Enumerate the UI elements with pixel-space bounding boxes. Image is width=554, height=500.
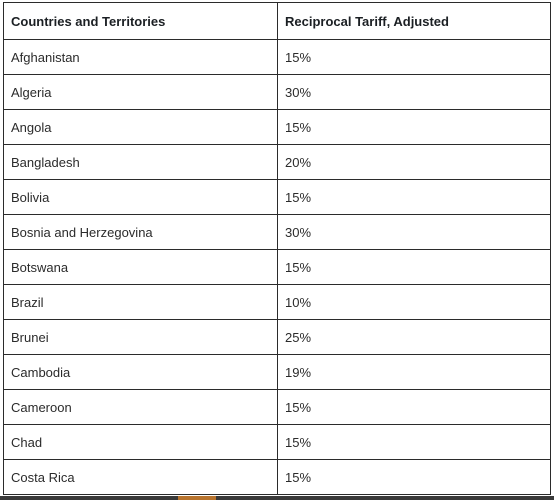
country-cell: Cambodia bbox=[3, 354, 278, 390]
table-row: Chad 15% bbox=[3, 424, 551, 460]
tariff-table-container: Countries and Territories Reciprocal Tar… bbox=[3, 2, 551, 496]
table-row: Afghanistan 15% bbox=[3, 39, 551, 75]
header-countries: Countries and Territories bbox=[3, 2, 278, 40]
table-row: Cameroon 15% bbox=[3, 389, 551, 425]
tariff-cell: 15% bbox=[277, 39, 551, 75]
tariff-cell: 15% bbox=[277, 389, 551, 425]
tariff-cell: 10% bbox=[277, 284, 551, 320]
country-cell: Chad bbox=[3, 424, 278, 460]
tariff-cell: 15% bbox=[277, 459, 551, 495]
country-cell: Algeria bbox=[3, 74, 278, 110]
country-cell: Botswana bbox=[3, 249, 278, 285]
table-row: Bolivia 15% bbox=[3, 179, 551, 215]
table-row: Costa Rica 15% bbox=[3, 459, 551, 495]
tariff-cell: 15% bbox=[277, 179, 551, 215]
country-cell: Cameroon bbox=[3, 389, 278, 425]
bottom-edge-strip bbox=[0, 496, 554, 500]
table-row: Algeria 30% bbox=[3, 74, 551, 110]
table-row: Botswana 15% bbox=[3, 249, 551, 285]
bottom-edge-accent bbox=[178, 496, 216, 500]
tariff-cell: 30% bbox=[277, 214, 551, 250]
country-cell: Afghanistan bbox=[3, 39, 278, 75]
table-header-row: Countries and Territories Reciprocal Tar… bbox=[3, 2, 551, 40]
country-cell: Brazil bbox=[3, 284, 278, 320]
table-row: Brunei 25% bbox=[3, 319, 551, 355]
country-cell: Bosnia and Herzegovina bbox=[3, 214, 278, 250]
tariff-table: Countries and Territories Reciprocal Tar… bbox=[3, 2, 551, 495]
country-cell: Costa Rica bbox=[3, 459, 278, 495]
country-cell: Brunei bbox=[3, 319, 278, 355]
table-row: Angola 15% bbox=[3, 109, 551, 145]
table-row: Brazil 10% bbox=[3, 284, 551, 320]
tariff-cell: 15% bbox=[277, 109, 551, 145]
country-cell: Bangladesh bbox=[3, 144, 278, 180]
tariff-cell: 15% bbox=[277, 249, 551, 285]
tariff-cell: 20% bbox=[277, 144, 551, 180]
table-row: Bosnia and Herzegovina 30% bbox=[3, 214, 551, 250]
country-cell: Bolivia bbox=[3, 179, 278, 215]
tariff-cell: 15% bbox=[277, 424, 551, 460]
header-tariff: Reciprocal Tariff, Adjusted bbox=[277, 2, 551, 40]
table-row: Cambodia 19% bbox=[3, 354, 551, 390]
tariff-cell: 30% bbox=[277, 74, 551, 110]
country-cell: Angola bbox=[3, 109, 278, 145]
tariff-cell: 25% bbox=[277, 319, 551, 355]
table-row: Bangladesh 20% bbox=[3, 144, 551, 180]
tariff-cell: 19% bbox=[277, 354, 551, 390]
